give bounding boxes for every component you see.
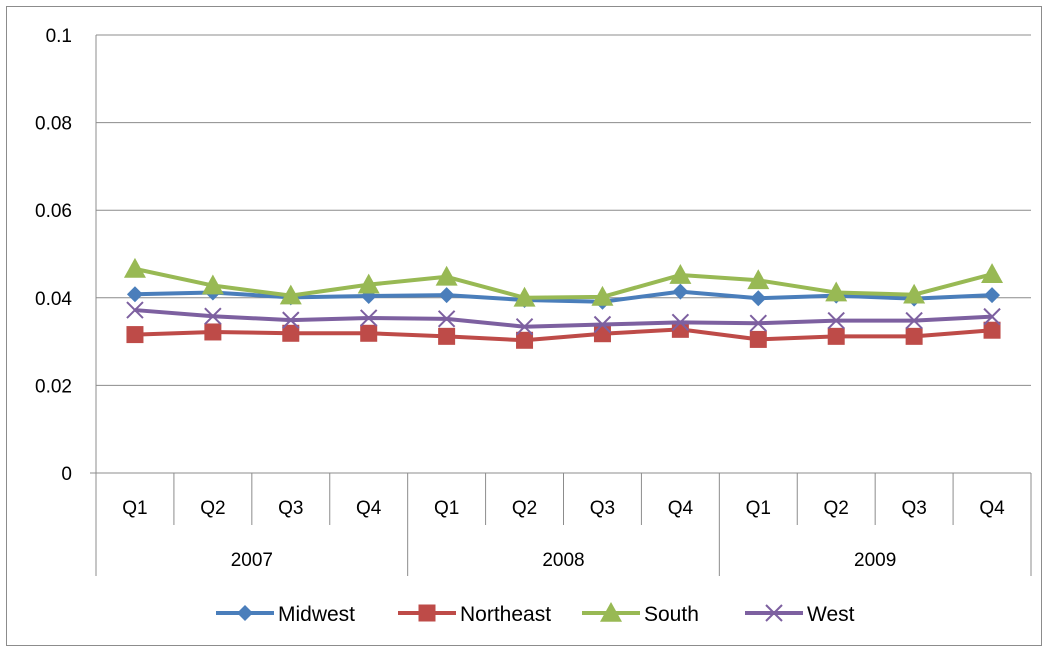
x-tick-label: Q2 <box>824 498 849 519</box>
data-point-midwest <box>438 287 455 304</box>
series-line-west <box>134 308 993 329</box>
x-tick-label: Q4 <box>979 498 1005 519</box>
data-point-south <box>591 285 614 306</box>
y-tick-label: 0.06 <box>35 201 72 222</box>
data-point-northeast <box>204 323 222 341</box>
data-point-northeast <box>827 327 845 345</box>
data-point-northeast <box>671 320 689 338</box>
y-tick-label: 0.02 <box>35 376 72 397</box>
data-point-midwest <box>126 286 143 303</box>
data-point-west <box>671 313 690 332</box>
series-line-midwest <box>134 289 993 304</box>
data-point-south <box>123 257 146 278</box>
data-point-northeast <box>438 327 456 345</box>
legend-label-west: West <box>807 603 855 626</box>
data-point-south <box>747 269 770 290</box>
data-point-midwest <box>750 290 767 307</box>
data-point-west <box>360 309 378 327</box>
data-point-south <box>201 274 224 295</box>
data-point-northeast <box>516 331 534 349</box>
x-tick-label: Q2 <box>512 498 537 519</box>
data-point-northeast <box>593 325 611 343</box>
data-point-west <box>593 315 612 334</box>
data-point-south <box>435 265 458 286</box>
data-point-west <box>983 307 1001 326</box>
data-point-northeast <box>905 327 923 345</box>
data-point-west <box>515 318 534 336</box>
x-tick-label: Q1 <box>122 498 147 519</box>
data-point-northeast <box>360 324 378 342</box>
data-point-midwest <box>984 287 1001 304</box>
x-tick-label: Q2 <box>200 498 225 519</box>
x-tick-label: Q3 <box>901 498 926 519</box>
legend-marker-northeast <box>418 604 436 622</box>
data-point-west <box>905 311 923 330</box>
x-tick-label: Q3 <box>278 498 303 519</box>
data-point-west <box>749 314 767 332</box>
data-point-south <box>825 281 848 302</box>
data-point-midwest <box>672 283 689 300</box>
data-point-south <box>357 273 380 294</box>
x-tick-label: Q3 <box>590 498 615 519</box>
legend-marker-south <box>600 602 622 622</box>
x-group-label: 2008 <box>542 550 584 571</box>
x-group-label: 2007 <box>231 550 273 571</box>
data-point-south <box>981 263 1004 283</box>
y-tick-label: 0.04 <box>35 289 72 310</box>
legend-label-northeast: Northeast <box>460 603 551 626</box>
data-point-south <box>513 286 536 307</box>
data-point-northeast <box>282 324 300 342</box>
data-point-northeast <box>983 321 1001 339</box>
x-tick-label: Q4 <box>668 498 694 519</box>
data-point-west <box>282 311 300 329</box>
data-point-south <box>279 284 302 305</box>
y-tick-label: 0 <box>61 464 72 485</box>
legend-label-midwest: Midwest <box>278 603 355 626</box>
data-point-northeast <box>126 326 144 344</box>
x-tick-label: Q1 <box>746 498 771 519</box>
data-point-west <box>437 310 456 328</box>
x-tick-label: Q1 <box>434 498 459 519</box>
series-line-south <box>134 266 993 300</box>
data-point-west <box>126 301 144 319</box>
legend-marker-west <box>765 604 783 622</box>
data-point-south <box>903 283 926 304</box>
y-tick-label: 0.1 <box>46 26 72 47</box>
series-line-northeast <box>134 327 993 343</box>
data-point-west <box>827 311 845 330</box>
legend-marker-midwest <box>237 605 253 621</box>
data-point-northeast <box>749 330 767 348</box>
legend-label-south: South <box>644 603 699 626</box>
x-tick-label: Q4 <box>356 498 382 519</box>
data-point-west <box>204 307 222 325</box>
data-point-south <box>669 264 692 284</box>
x-group-label: 2009 <box>854 550 896 571</box>
y-tick-label: 0.08 <box>35 114 72 135</box>
